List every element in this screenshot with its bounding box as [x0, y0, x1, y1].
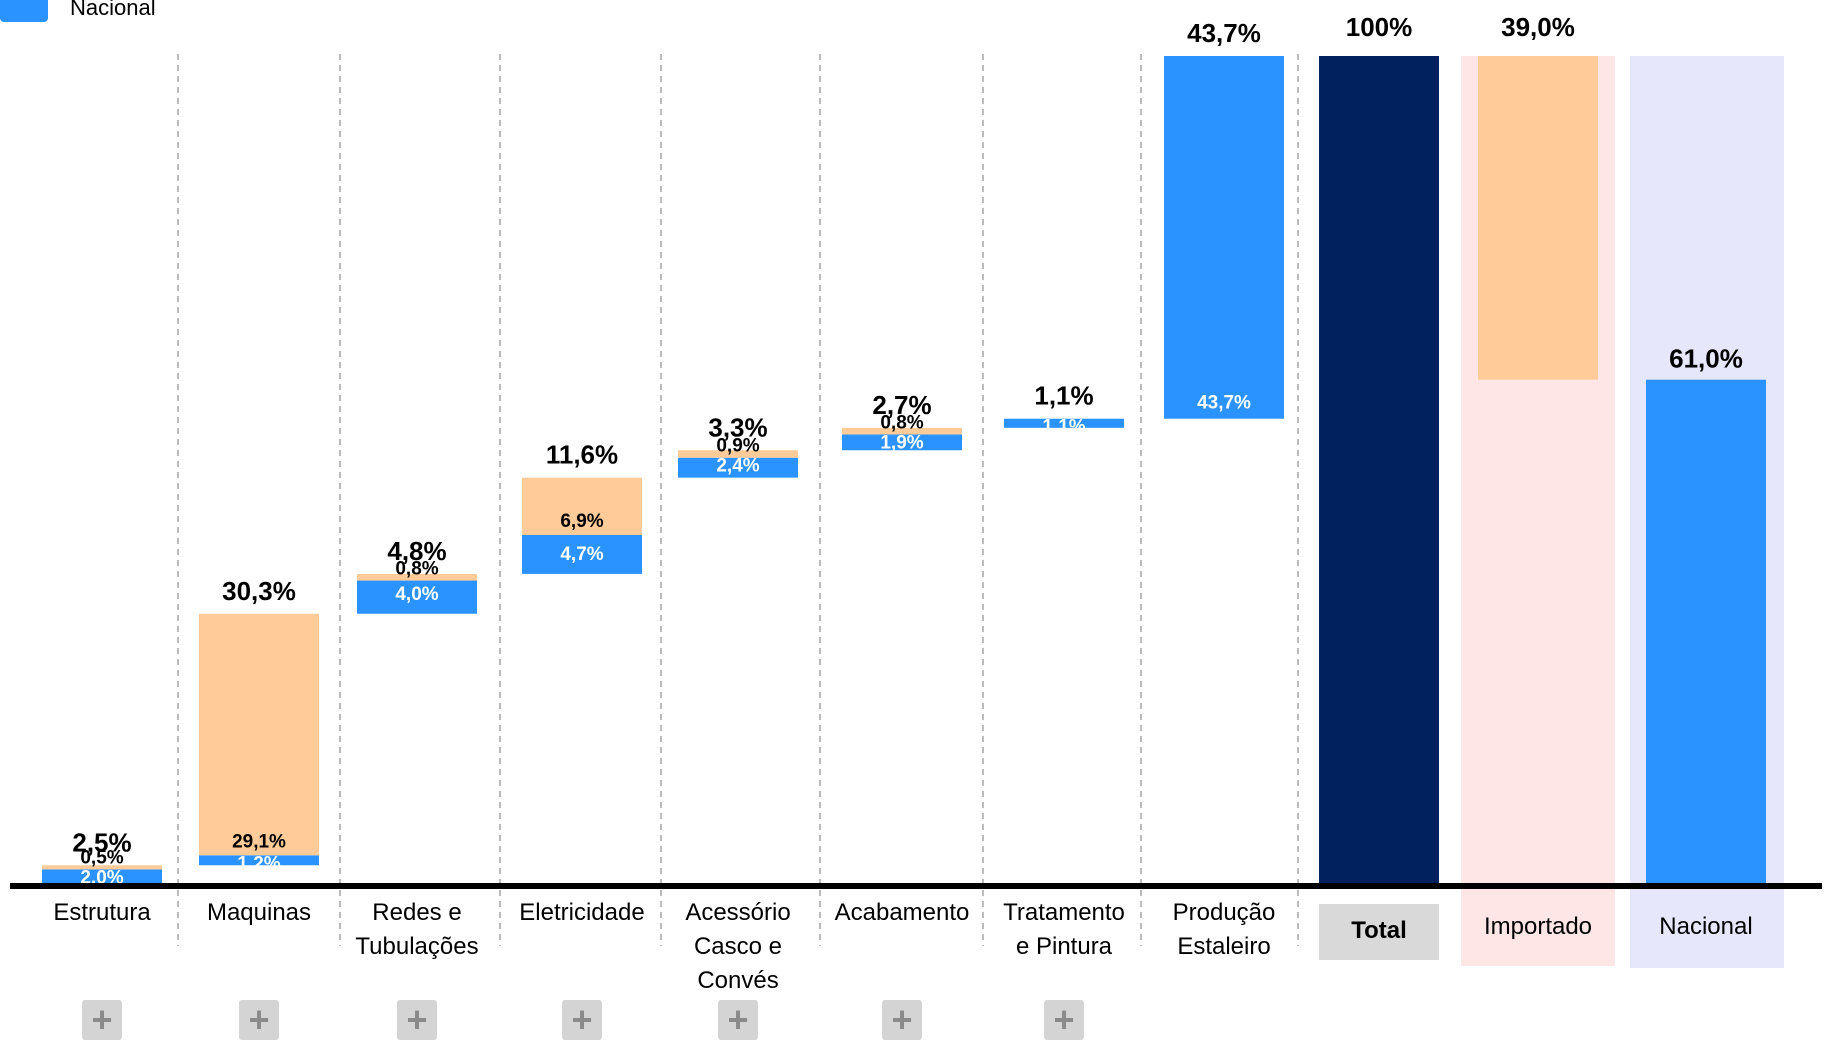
category-label-3-line-0: Eletricidade	[519, 899, 644, 926]
data-label-importado-5: 0,8%	[880, 412, 923, 433]
bar-nacional-4	[678, 457, 798, 478]
summary-label-total: Total	[1351, 917, 1407, 944]
total-label-3: 11,6%	[546, 440, 618, 470]
bar-importado-1	[199, 613, 319, 856]
expand-button-0[interactable]: +	[82, 1000, 122, 1040]
category-label-5-line-0: Acabamento	[835, 899, 970, 926]
summary-label-nacional: Nacional	[1659, 913, 1752, 940]
plus-icon: +	[1053, 999, 1075, 1040]
category-label-7-line-1: Estaleiro	[1177, 933, 1270, 960]
total-label-6: 1,1%	[1034, 381, 1093, 411]
bar-nacional-summary	[1646, 379, 1766, 886]
data-label-nacional-5: 1,9%	[880, 432, 923, 453]
bar-total	[1319, 56, 1439, 886]
category-label-2-line-1: Tubulações	[355, 933, 478, 960]
plus-icon: +	[727, 999, 749, 1040]
category-label-4-line-2: Convés	[697, 967, 778, 994]
bar-nacional-0	[42, 869, 162, 886]
total-value-label: 100%	[1346, 12, 1413, 42]
plus-icon: +	[406, 999, 428, 1040]
plus-icon: +	[91, 999, 113, 1040]
bar-importado-summary	[1478, 56, 1598, 380]
category-label-6-line-0: Tratamento	[1003, 899, 1125, 926]
data-label-nacional-3: 4,7%	[560, 544, 603, 565]
total-label-1: 30,3%	[222, 576, 296, 606]
legend: Nacional	[0, 0, 156, 22]
total-label-4: 3,3%	[708, 412, 767, 442]
data-label-importado-4: 0,9%	[716, 436, 759, 457]
legend-label-nacional: Nacional	[70, 0, 156, 20]
data-label-importado-2: 0,8%	[395, 559, 438, 580]
data-label-nacional-1: 1,2%	[237, 853, 280, 874]
expand-button-3[interactable]: +	[562, 1000, 602, 1040]
plus-icon: +	[248, 999, 270, 1040]
bar-nacional-2	[357, 580, 477, 614]
data-label-importado-3: 6,9%	[560, 511, 603, 532]
data-label-nacional-2: 4,0%	[395, 584, 438, 605]
category-label-0-line-0: Estrutura	[53, 899, 151, 926]
expand-button-1[interactable]: +	[239, 1000, 279, 1040]
total-label-bg	[1319, 904, 1439, 960]
nacional-value-label: 61,0%	[1669, 344, 1743, 374]
total-label-7: 43,7%	[1187, 18, 1261, 48]
expand-button-4[interactable]: +	[718, 1000, 758, 1040]
bar-nacional-1	[199, 855, 319, 866]
category-label-6-line-1: e Pintura	[1016, 933, 1113, 960]
data-label-importado-1: 29,1%	[232, 831, 286, 852]
expand-button-6[interactable]: +	[1044, 1000, 1084, 1040]
category-label-7-line-0: Produção	[1173, 899, 1276, 926]
total-label-2: 4,8%	[387, 536, 446, 566]
bar-importado-3	[522, 477, 642, 535]
category-label-1-line-0: Maquinas	[207, 899, 311, 926]
plus-icon: +	[891, 999, 913, 1040]
bar-importado-0	[42, 865, 162, 870]
bar-nacional-7	[1164, 56, 1284, 419]
data-label-importado-0: 0,5%	[80, 847, 123, 868]
summary-label-importado: Importado	[1484, 913, 1592, 940]
data-label-nacional-7: 43,7%	[1197, 393, 1251, 414]
bar-nacional-3	[522, 534, 642, 574]
category-label-4-line-1: Casco e	[694, 933, 782, 960]
data-label-nacional-6: 1,1%	[1042, 417, 1085, 438]
plus-icon: +	[571, 999, 593, 1040]
expand-button-2[interactable]: +	[397, 1000, 437, 1040]
category-label-2-line-0: Redes e	[372, 899, 461, 926]
bar-importado-5	[842, 427, 962, 435]
bar-nacional-6	[1004, 418, 1124, 428]
bar-nacional-5	[842, 434, 962, 451]
legend-swatch-nacional	[0, 0, 48, 22]
category-label-4-line-0: Acessório	[685, 899, 790, 926]
importado-value-label: 39,0%	[1501, 12, 1575, 42]
total-label-5: 2,7%	[872, 390, 931, 420]
total-label-0: 2,5%	[72, 827, 131, 857]
expand-button-5[interactable]: +	[882, 1000, 922, 1040]
bar-importado-2	[357, 573, 477, 581]
data-label-nacional-4: 2,4%	[716, 456, 759, 477]
bar-importado-4	[678, 450, 798, 458]
